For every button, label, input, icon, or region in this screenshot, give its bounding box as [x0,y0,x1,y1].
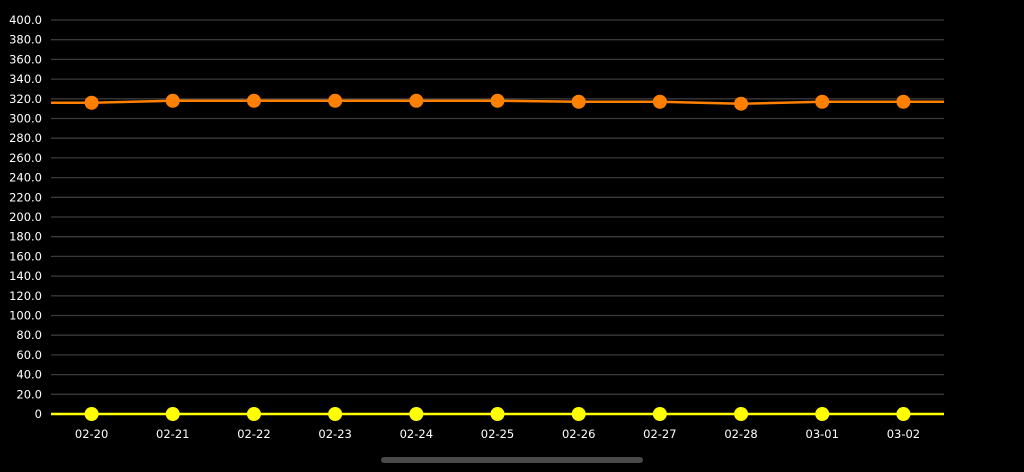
data-point[interactable] [571,407,586,421]
y-tick-label: 260.0 [9,151,42,165]
y-tick-label: 80.0 [16,328,42,342]
x-tick-label: 02-25 [481,427,514,441]
data-point[interactable] [84,407,99,421]
y-tick-label: 100.0 [9,309,42,323]
data-point[interactable] [165,407,180,421]
y-tick-label: 20.0 [16,387,42,401]
data-point[interactable] [815,407,830,421]
y-tick-label: 320.0 [9,92,42,106]
data-point[interactable] [490,407,505,421]
y-tick-label: 0 [35,407,42,421]
data-point[interactable] [734,407,749,421]
grid-lines [51,19,944,395]
data-point[interactable] [734,96,749,111]
data-point[interactable] [84,95,99,110]
series-orange [51,93,944,111]
x-tick-label: 02-27 [643,427,676,441]
x-axis-labels: 02-20 02-21 02-22 02-23 02-24 02-25 02-26 02-27… [75,427,920,441]
y-tick-label: 60.0 [16,348,42,362]
y-tick-label: 140.0 [9,269,42,283]
data-point[interactable] [328,407,343,421]
y-tick-label: 380.0 [9,33,42,47]
data-point[interactable] [165,93,180,108]
x-tick-label: 02-28 [724,427,757,441]
y-tick-label: 120.0 [9,289,42,303]
y-tick-label: 180.0 [9,230,42,244]
data-point[interactable] [409,93,424,108]
series-layer [51,93,944,421]
y-tick-label: 340.0 [9,72,42,86]
x-tick-label: 02-20 [75,427,108,441]
x-tick-label: 03-02 [887,427,920,441]
data-point[interactable] [896,94,911,109]
x-tick-label: 02-23 [318,427,351,441]
x-tick-label: 02-24 [400,427,433,441]
y-tick-label: 160.0 [9,249,42,263]
data-point[interactable] [652,94,667,109]
x-tick-label: 02-22 [237,427,270,441]
data-point[interactable] [652,407,667,421]
y-tick-label: 300.0 [9,112,42,126]
data-point[interactable] [896,407,911,421]
y-tick-label: 360.0 [9,52,42,66]
x-tick-label: 02-26 [562,427,595,441]
y-tick-label: 400.0 [9,13,42,27]
y-tick-label: 240.0 [9,171,42,185]
data-point[interactable] [246,407,261,421]
x-tick-label: 02-21 [156,427,189,441]
y-tick-label: 40.0 [16,368,42,382]
y-tick-label: 280.0 [9,131,42,145]
data-point[interactable] [815,94,830,109]
series-yellow [51,407,944,421]
data-point[interactable] [409,407,424,421]
x-tick-label: 03-01 [806,427,839,441]
data-point[interactable] [490,93,505,108]
data-point[interactable] [328,93,343,108]
y-tick-label: 200.0 [9,210,42,224]
home-indicator-bar[interactable] [381,457,643,463]
data-point[interactable] [571,94,586,109]
y-axis-labels: 0 20.0 40.0 60.0 80.0 100.0 120.0 140.0 160.0 180… [9,13,42,421]
y-tick-label: 220.0 [9,190,42,204]
data-point[interactable] [246,93,261,108]
